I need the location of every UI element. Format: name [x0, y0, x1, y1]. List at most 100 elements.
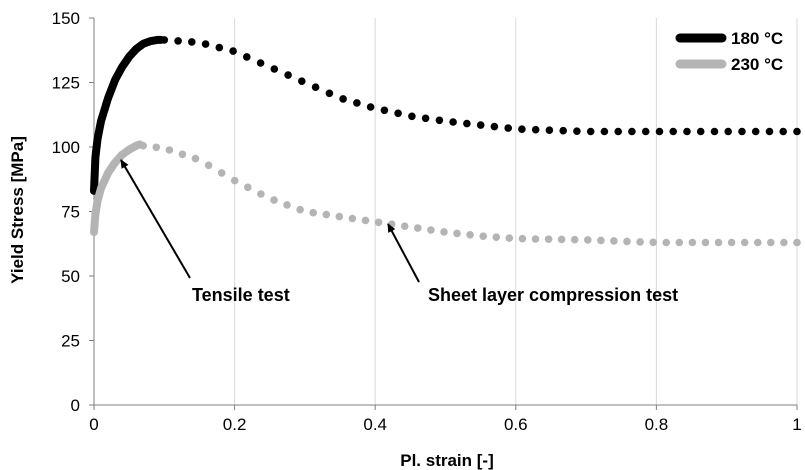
series-0-compression-point: [559, 126, 567, 135]
series-0-compression-point: [655, 127, 664, 136]
series-0-compression-point: [724, 127, 732, 136]
annotation-compression: Sheet layer compression test: [387, 223, 678, 305]
series-1-compression-point: [270, 196, 278, 204]
series-0-compression-point: [243, 53, 251, 61]
series-0-compression-point: [408, 112, 416, 121]
series-1-compression-point: [492, 233, 501, 241]
series-1-compression-point: [217, 169, 226, 177]
series-0-compression-point: [531, 125, 540, 134]
series-1-tensile-line: [90, 140, 144, 237]
series-1-compression-point: [793, 238, 801, 247]
series-1-compression-point: [296, 205, 304, 214]
series-1-compression-point: [754, 238, 762, 247]
y-tick-label-1: 25: [61, 332, 80, 351]
axes: [89, 17, 798, 410]
series-0-compression-point: [504, 124, 512, 132]
series-0-compression-point: [545, 126, 554, 134]
series-0-compression-point: [311, 83, 320, 91]
series-1-compression-point: [597, 236, 605, 245]
series-0-compression-point: [779, 127, 787, 136]
series-0-compression-point: [435, 116, 444, 125]
series-0: [90, 35, 801, 195]
series-layer: [90, 35, 801, 247]
series-1-compression-point: [309, 208, 318, 217]
series-0-compression-point: [490, 122, 499, 131]
series-1-compression-point: [531, 235, 540, 243]
grid-lines: [234, 18, 798, 405]
legend: 180 °C 230 °C: [675, 29, 783, 74]
series-1-compression-point: [688, 238, 697, 247]
series-1-compression-point: [662, 238, 670, 247]
series-0-compression-point: [229, 47, 237, 55]
series-1-compression-point: [466, 231, 474, 239]
y-tick-label-0: 0: [71, 396, 80, 415]
series-0-compression-point: [339, 95, 347, 103]
series-0-compression-point: [201, 40, 210, 48]
series-0-compression-point: [174, 37, 182, 45]
series-1-compression-point: [675, 238, 684, 247]
series-1-compression-point: [544, 235, 553, 243]
annotation-tensile: Tensile test: [120, 159, 290, 305]
series-1-compression-point: [453, 229, 461, 238]
series-1-compression-point: [518, 234, 527, 243]
series-0-compression-point: [270, 65, 279, 73]
series-0-compression-point: [284, 71, 292, 79]
series-0-compression-point: [298, 77, 306, 85]
series-0-compression-point: [188, 38, 196, 46]
series-0-compression-point: [256, 59, 265, 67]
series-1-compression-point: [244, 183, 252, 192]
series-0-compression-point: [738, 127, 746, 136]
series-1-compression-point: [636, 238, 644, 246]
series-1-compression-point: [139, 141, 147, 150]
series-1-compression-point: [414, 224, 422, 232]
series-0-compression-point: [573, 127, 581, 135]
series-0-compression-point: [380, 106, 389, 115]
series-1-compression-point: [440, 228, 448, 236]
series-1-compression-point: [649, 238, 657, 247]
series-0-compression-point: [421, 114, 430, 123]
series-0-compression-point: [586, 127, 595, 136]
x-tick-label-2: 0.4: [363, 415, 387, 434]
series-1-compression-point: [165, 146, 174, 154]
series-1-compression-point: [610, 237, 618, 245]
series-0-compression-point: [366, 103, 375, 111]
x-tick-labels: 0 0.2 0.4 0.6 0.8 1: [89, 415, 801, 434]
series-0-compression-point: [449, 118, 457, 126]
x-tick-label-4: 0.8: [645, 415, 669, 434]
series-1-compression-point: [780, 238, 788, 247]
series-0-compression-point: [669, 127, 677, 136]
series-1-compression-point: [204, 161, 213, 170]
series-0-compression-point: [476, 121, 485, 129]
series-0-compression-point: [710, 127, 719, 136]
series-0-compression-point: [160, 36, 169, 44]
series-1-compression-point: [584, 236, 592, 244]
series-0-compression-point: [683, 127, 691, 136]
series-1-compression-point: [505, 234, 514, 242]
y-tick-label-5: 125: [52, 74, 80, 93]
series-1-compression-point: [348, 214, 357, 223]
series-1-compression-point: [767, 238, 775, 247]
series-1-compression-point: [283, 201, 291, 209]
y-tick-label-2: 50: [61, 267, 80, 286]
series-0-compression-point: [215, 43, 224, 52]
series-1-compression-point: [701, 238, 710, 247]
series-1-compression-point: [727, 238, 736, 247]
x-tick-label-0: 0: [89, 415, 98, 434]
series-1-compression-point: [400, 222, 409, 230]
y-tick-label-6: 150: [52, 9, 80, 28]
series-0-compression-point: [793, 127, 801, 136]
annotation-arrow-tensile: [120, 159, 191, 279]
series-0-compression-point: [765, 127, 774, 136]
series-0-compression-point: [325, 89, 334, 98]
series-0-compression-point: [614, 127, 622, 136]
y-tick-labels: 0 25 50 75 100 125 150: [52, 9, 80, 415]
y-axis-title: Yield Stress [MPa]: [8, 136, 27, 284]
series-0-compression-point: [600, 127, 609, 136]
series-1-compression-point: [191, 154, 200, 163]
series-1-compression-point: [557, 235, 566, 244]
y-tick-label-4: 100: [52, 138, 80, 157]
series-1-compression-point: [479, 232, 488, 240]
annotation-label-tensile: Tensile test: [192, 285, 290, 305]
series-1-compression-point: [257, 190, 265, 198]
series-1-compression-point: [322, 210, 331, 219]
